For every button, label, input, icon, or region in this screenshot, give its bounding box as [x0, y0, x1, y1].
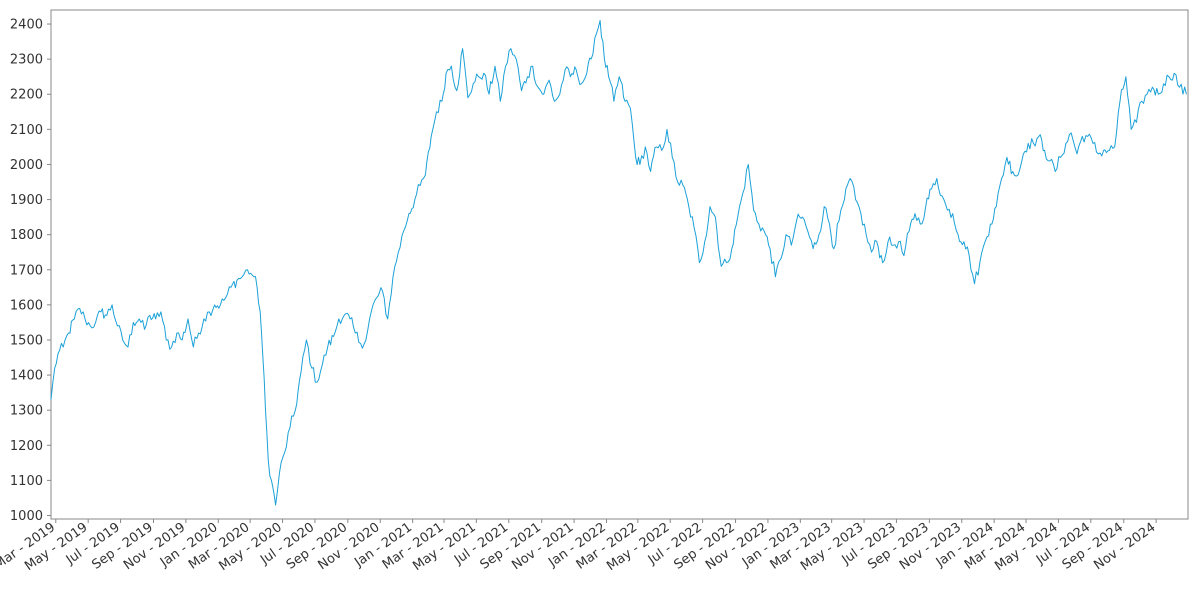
series-layer [50, 20, 1187, 506]
y-tick-label: 2100 [10, 123, 43, 138]
y-axis: 1000 1100 1200 1300 1400 1500 1600 1700 1800 1900… [10, 18, 51, 524]
y-tick-label: 1400 [10, 369, 43, 384]
y-tick-label: 1200 [10, 439, 43, 454]
y-tick-label: 2400 [10, 18, 43, 33]
y-tick-label: 1300 [10, 404, 43, 419]
y-tick-label: 1900 [10, 193, 43, 208]
plot-frame [50, 9, 1189, 520]
y-tick-label: 2200 [10, 88, 43, 103]
y-tick-label: 2000 [10, 158, 43, 173]
y-tick-label: 1100 [10, 474, 43, 489]
y-tick-label: 1500 [10, 333, 43, 348]
y-tick-label: 1600 [10, 298, 43, 313]
y-tick-label: 2300 [10, 53, 43, 68]
y-tick-label: 1000 [10, 509, 43, 524]
y-tick-label: 1700 [10, 263, 43, 278]
plot-area-border [50, 9, 1189, 520]
series-line-0 [50, 20, 1187, 506]
y-tick-label: 1800 [10, 228, 43, 243]
